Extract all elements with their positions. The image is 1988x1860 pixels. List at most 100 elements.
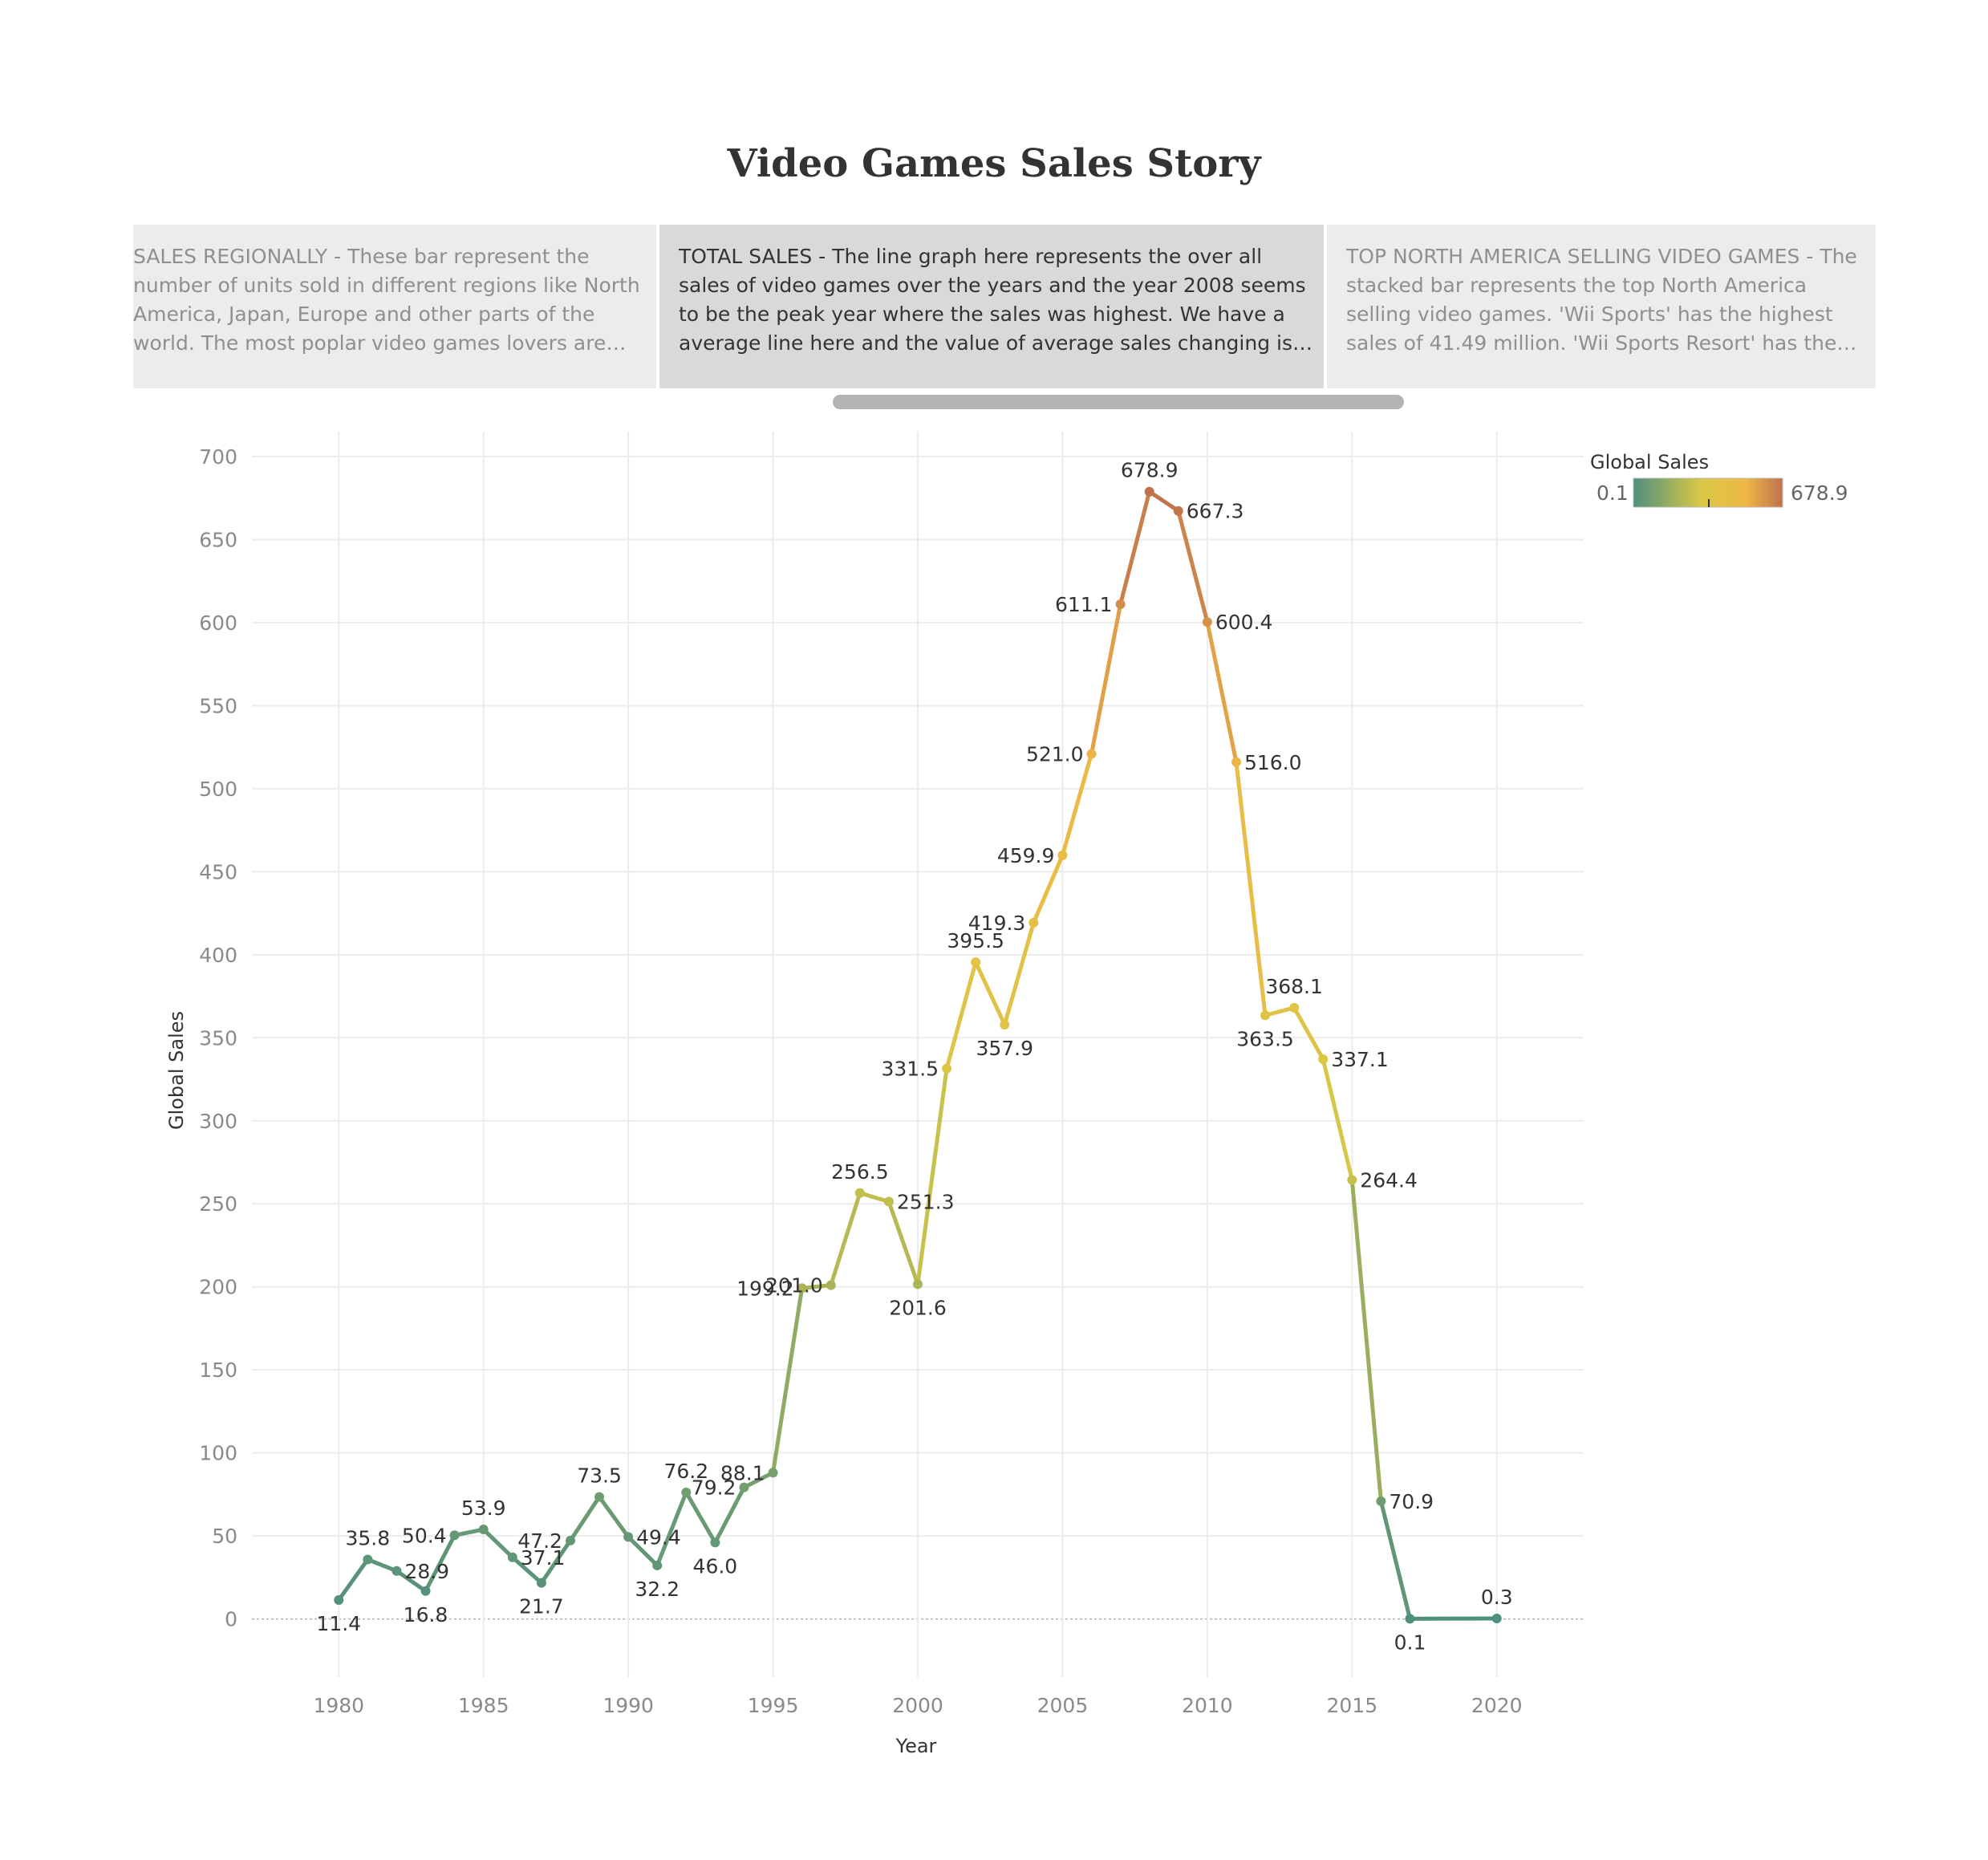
color-legend: Global Sales 0.1 678.9 [1590,451,1848,508]
data-label: 199.2 [736,1277,794,1300]
y-tick-label: 50 [212,1525,237,1548]
line-segment [1031,853,1065,925]
data-point[interactable] [1376,1496,1386,1506]
data-point[interactable] [334,1594,344,1605]
line-segment [568,1494,602,1543]
data-label: 395.5 [947,929,1004,952]
data-point[interactable] [913,1279,923,1289]
data-point[interactable] [797,1283,807,1293]
line-segment [1118,489,1152,607]
y-tick-label: 200 [199,1276,237,1299]
data-point[interactable] [883,1196,894,1207]
line-segment [365,1557,399,1574]
data-point[interactable] [1289,1002,1300,1013]
data-label: 611.1 [1055,593,1113,616]
data-point[interactable] [768,1468,778,1478]
line-segment [1147,489,1181,514]
y-tick-label: 500 [199,778,237,801]
line-segment [336,1557,370,1602]
story-scrollbar[interactable] [833,395,1404,409]
line-segment [597,1494,631,1539]
line-segment [915,1066,949,1286]
data-label: 0.1 [1394,1631,1426,1654]
data-label: 50.4 [402,1524,447,1547]
data-label: 368.1 [1265,975,1323,998]
data-point[interactable] [1405,1614,1415,1624]
data-label: 46.0 [693,1554,738,1578]
data-label: 201.0 [765,1274,823,1298]
data-point[interactable] [739,1482,749,1492]
y-axis-title: Global Sales [165,1011,188,1130]
y-tick-label: 600 [199,611,237,635]
story-point-caption: SALES REGIONALLY - These bar represent t… [133,245,640,355]
data-point[interactable] [536,1578,546,1588]
y-tick-label: 100 [199,1442,237,1465]
data-point[interactable] [363,1554,373,1565]
line-segment [1292,1005,1325,1062]
x-tick-label: 2015 [1326,1694,1377,1717]
line-segment [655,1490,688,1568]
story-point-caption: TOP NORTH AMERICA SELLING VIDEO GAMES - … [1346,245,1857,355]
y-tick-label: 400 [199,944,237,967]
data-point[interactable] [1347,1175,1357,1185]
data-point[interactable] [1318,1054,1329,1065]
story-point-caption: TOTAL SALES - The line graph here repres… [679,245,1306,355]
sales-points [334,486,1502,1624]
data-point[interactable] [420,1586,431,1596]
line-segment [1060,751,1094,858]
line-segment [510,1555,544,1586]
story-point-total-sales[interactable]: TOTAL SALES - The line graph here repres… [659,225,1324,388]
data-point[interactable] [1057,850,1068,860]
story-point-top-north-america[interactable]: TOP NORTH AMERICA SELLING VIDEO GAMES - … [1327,225,1876,388]
data-point[interactable] [1028,917,1039,928]
data-label: 600.4 [1215,611,1273,634]
story-title: Video Games Sales Story [727,141,1261,186]
data-point[interactable] [1115,599,1126,610]
y-tick-label: 300 [199,1110,237,1133]
line-segment [1089,602,1123,756]
data-point[interactable] [1491,1613,1502,1623]
data-label: 35.8 [346,1526,391,1549]
data-point[interactable] [971,957,981,968]
line-segment [452,1527,486,1537]
data-point[interactable] [710,1537,720,1548]
data-point[interactable] [449,1530,460,1541]
line-segment [886,1200,920,1286]
y-tick-label: 350 [199,1026,237,1050]
line-segment [626,1534,659,1568]
data-point[interactable] [392,1566,402,1576]
y-axis-ticks: 0 50 100 150 200 250 300 350 400 450 500 550 600 650 7… [199,445,237,1631]
data-labels: 11.4 35.8 28.9 16.8 50.4 53.9 37.1 21.7 47.2 73.5… [316,459,1512,1655]
line-segment [481,1527,515,1560]
data-point[interactable] [826,1280,836,1290]
line-segment [771,1285,805,1475]
data-point[interactable] [681,1487,692,1497]
data-label: 459.9 [997,844,1055,867]
data-point[interactable] [507,1552,517,1562]
data-point[interactable] [1173,506,1183,516]
line-segment [712,1485,746,1545]
data-point[interactable] [854,1188,865,1198]
data-point[interactable] [1231,757,1241,767]
data-point[interactable] [565,1535,575,1545]
story-point-sales-regionally[interactable]: SALES REGIONALLY - These bar represent t… [133,225,656,388]
data-point[interactable] [1260,1010,1271,1021]
data-label: 32.2 [635,1578,680,1601]
data-point[interactable] [1144,486,1154,497]
data-point[interactable] [623,1532,634,1542]
x-axis-ticks: 1980 1985 1990 1995 2000 2005 2010 2015 2020 [313,1694,1522,1717]
y-tick-label: 450 [199,860,237,883]
data-point[interactable] [478,1525,489,1535]
data-point[interactable] [1202,617,1212,627]
data-point[interactable] [652,1560,663,1570]
x-tick-label: 1990 [602,1694,654,1717]
data-point[interactable] [594,1492,605,1502]
data-label: 88.1 [720,1461,765,1484]
data-point[interactable] [942,1063,952,1074]
data-point[interactable] [1000,1019,1010,1029]
line-segment [858,1191,891,1204]
line-segment [1321,1057,1354,1182]
data-label: 28.9 [404,1560,449,1583]
data-point[interactable] [1086,749,1097,759]
